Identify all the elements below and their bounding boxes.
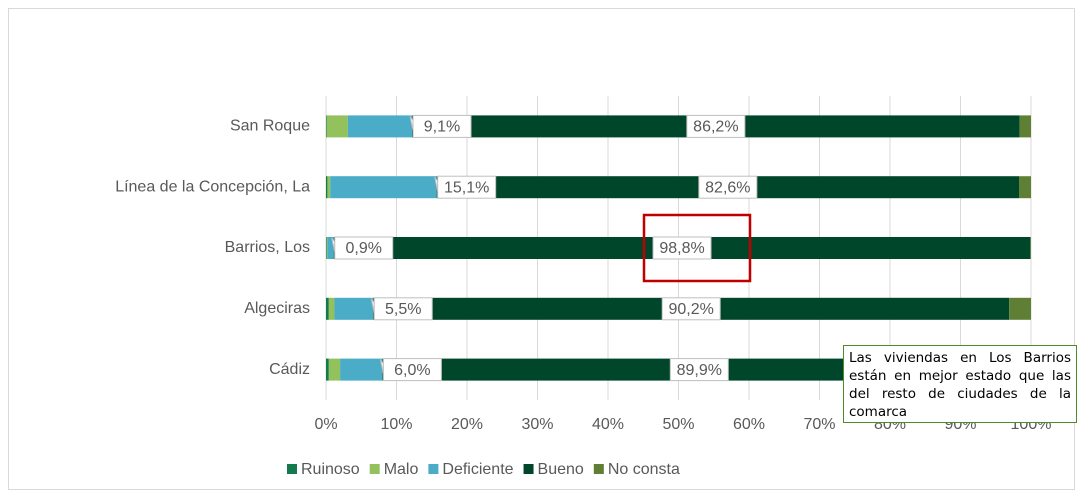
bar-segment — [347, 115, 413, 138]
y-tick-label: San Roque — [230, 118, 310, 135]
data-label: 86,2% — [693, 119, 738, 136]
bar-segment — [326, 115, 348, 138]
bar-segment — [1019, 115, 1031, 138]
y-tick-label: Cádiz — [269, 361, 310, 378]
bar-segment — [326, 237, 327, 259]
label-box — [382, 358, 442, 382]
annotation: Las viviendas en Los Barrios están en me… — [843, 345, 1077, 423]
legend-swatch — [428, 464, 439, 474]
label-box — [686, 114, 746, 138]
data-label: 5,5% — [385, 301, 421, 318]
bar-segment — [1019, 176, 1031, 199]
y-tick-label: Barrios, Los — [225, 239, 310, 256]
bar-segment — [326, 115, 327, 138]
x-tick-label: 60% — [733, 416, 765, 433]
bar-segment — [328, 297, 335, 320]
label-box — [334, 236, 394, 260]
label-box — [412, 114, 472, 138]
data-label: 90,2% — [669, 301, 714, 318]
bar-segment — [326, 358, 329, 381]
bar-segment — [326, 297, 329, 320]
label-box — [652, 236, 712, 260]
label-box — [669, 358, 729, 382]
bar-segment — [1009, 297, 1031, 320]
data-label: 82,6% — [705, 179, 750, 196]
x-tick-label: 30% — [521, 416, 553, 433]
x-tick-label: 0% — [314, 416, 337, 433]
legend-swatch — [593, 464, 604, 474]
bar-segment — [330, 176, 437, 199]
x-tick-label: 10% — [380, 416, 412, 433]
data-label: 6,0% — [394, 362, 430, 379]
legend-swatch — [287, 464, 297, 474]
legend-swatch — [523, 464, 534, 474]
legend-swatch — [369, 464, 380, 474]
highlight-box — [642, 213, 752, 283]
data-label: 0,9% — [346, 240, 382, 257]
data-label: 98,8% — [659, 240, 704, 257]
label-box — [373, 297, 433, 321]
bar-segment — [334, 297, 374, 320]
bar-segment — [1030, 237, 1031, 259]
legend-label: Malo — [384, 461, 419, 478]
y-tick-label: Algeciras — [244, 300, 310, 317]
label-box — [437, 175, 497, 199]
legend-label: Bueno — [538, 461, 584, 478]
data-label: 89,9% — [677, 362, 722, 379]
bar-segment — [326, 237, 328, 259]
bar-segment — [327, 237, 334, 259]
x-tick-label: 50% — [662, 416, 694, 433]
legend-label: Deficiente — [442, 461, 513, 478]
y-tick-label: Línea de la Concepción, La — [115, 178, 310, 195]
x-tick-label: 40% — [592, 416, 624, 433]
bar-segment — [327, 176, 331, 199]
data-label: 15,1% — [444, 179, 489, 196]
label-box — [661, 297, 721, 321]
legend-label: Ruinoso — [301, 461, 360, 478]
bar-segment — [328, 358, 341, 381]
legend-label: No consta — [608, 461, 680, 478]
bar-segment — [340, 358, 383, 381]
bar-segment — [326, 176, 328, 199]
x-tick-label: 20% — [451, 416, 483, 433]
data-label: 9,1% — [424, 119, 460, 136]
x-tick-label: 70% — [803, 416, 835, 433]
label-box — [698, 175, 758, 199]
